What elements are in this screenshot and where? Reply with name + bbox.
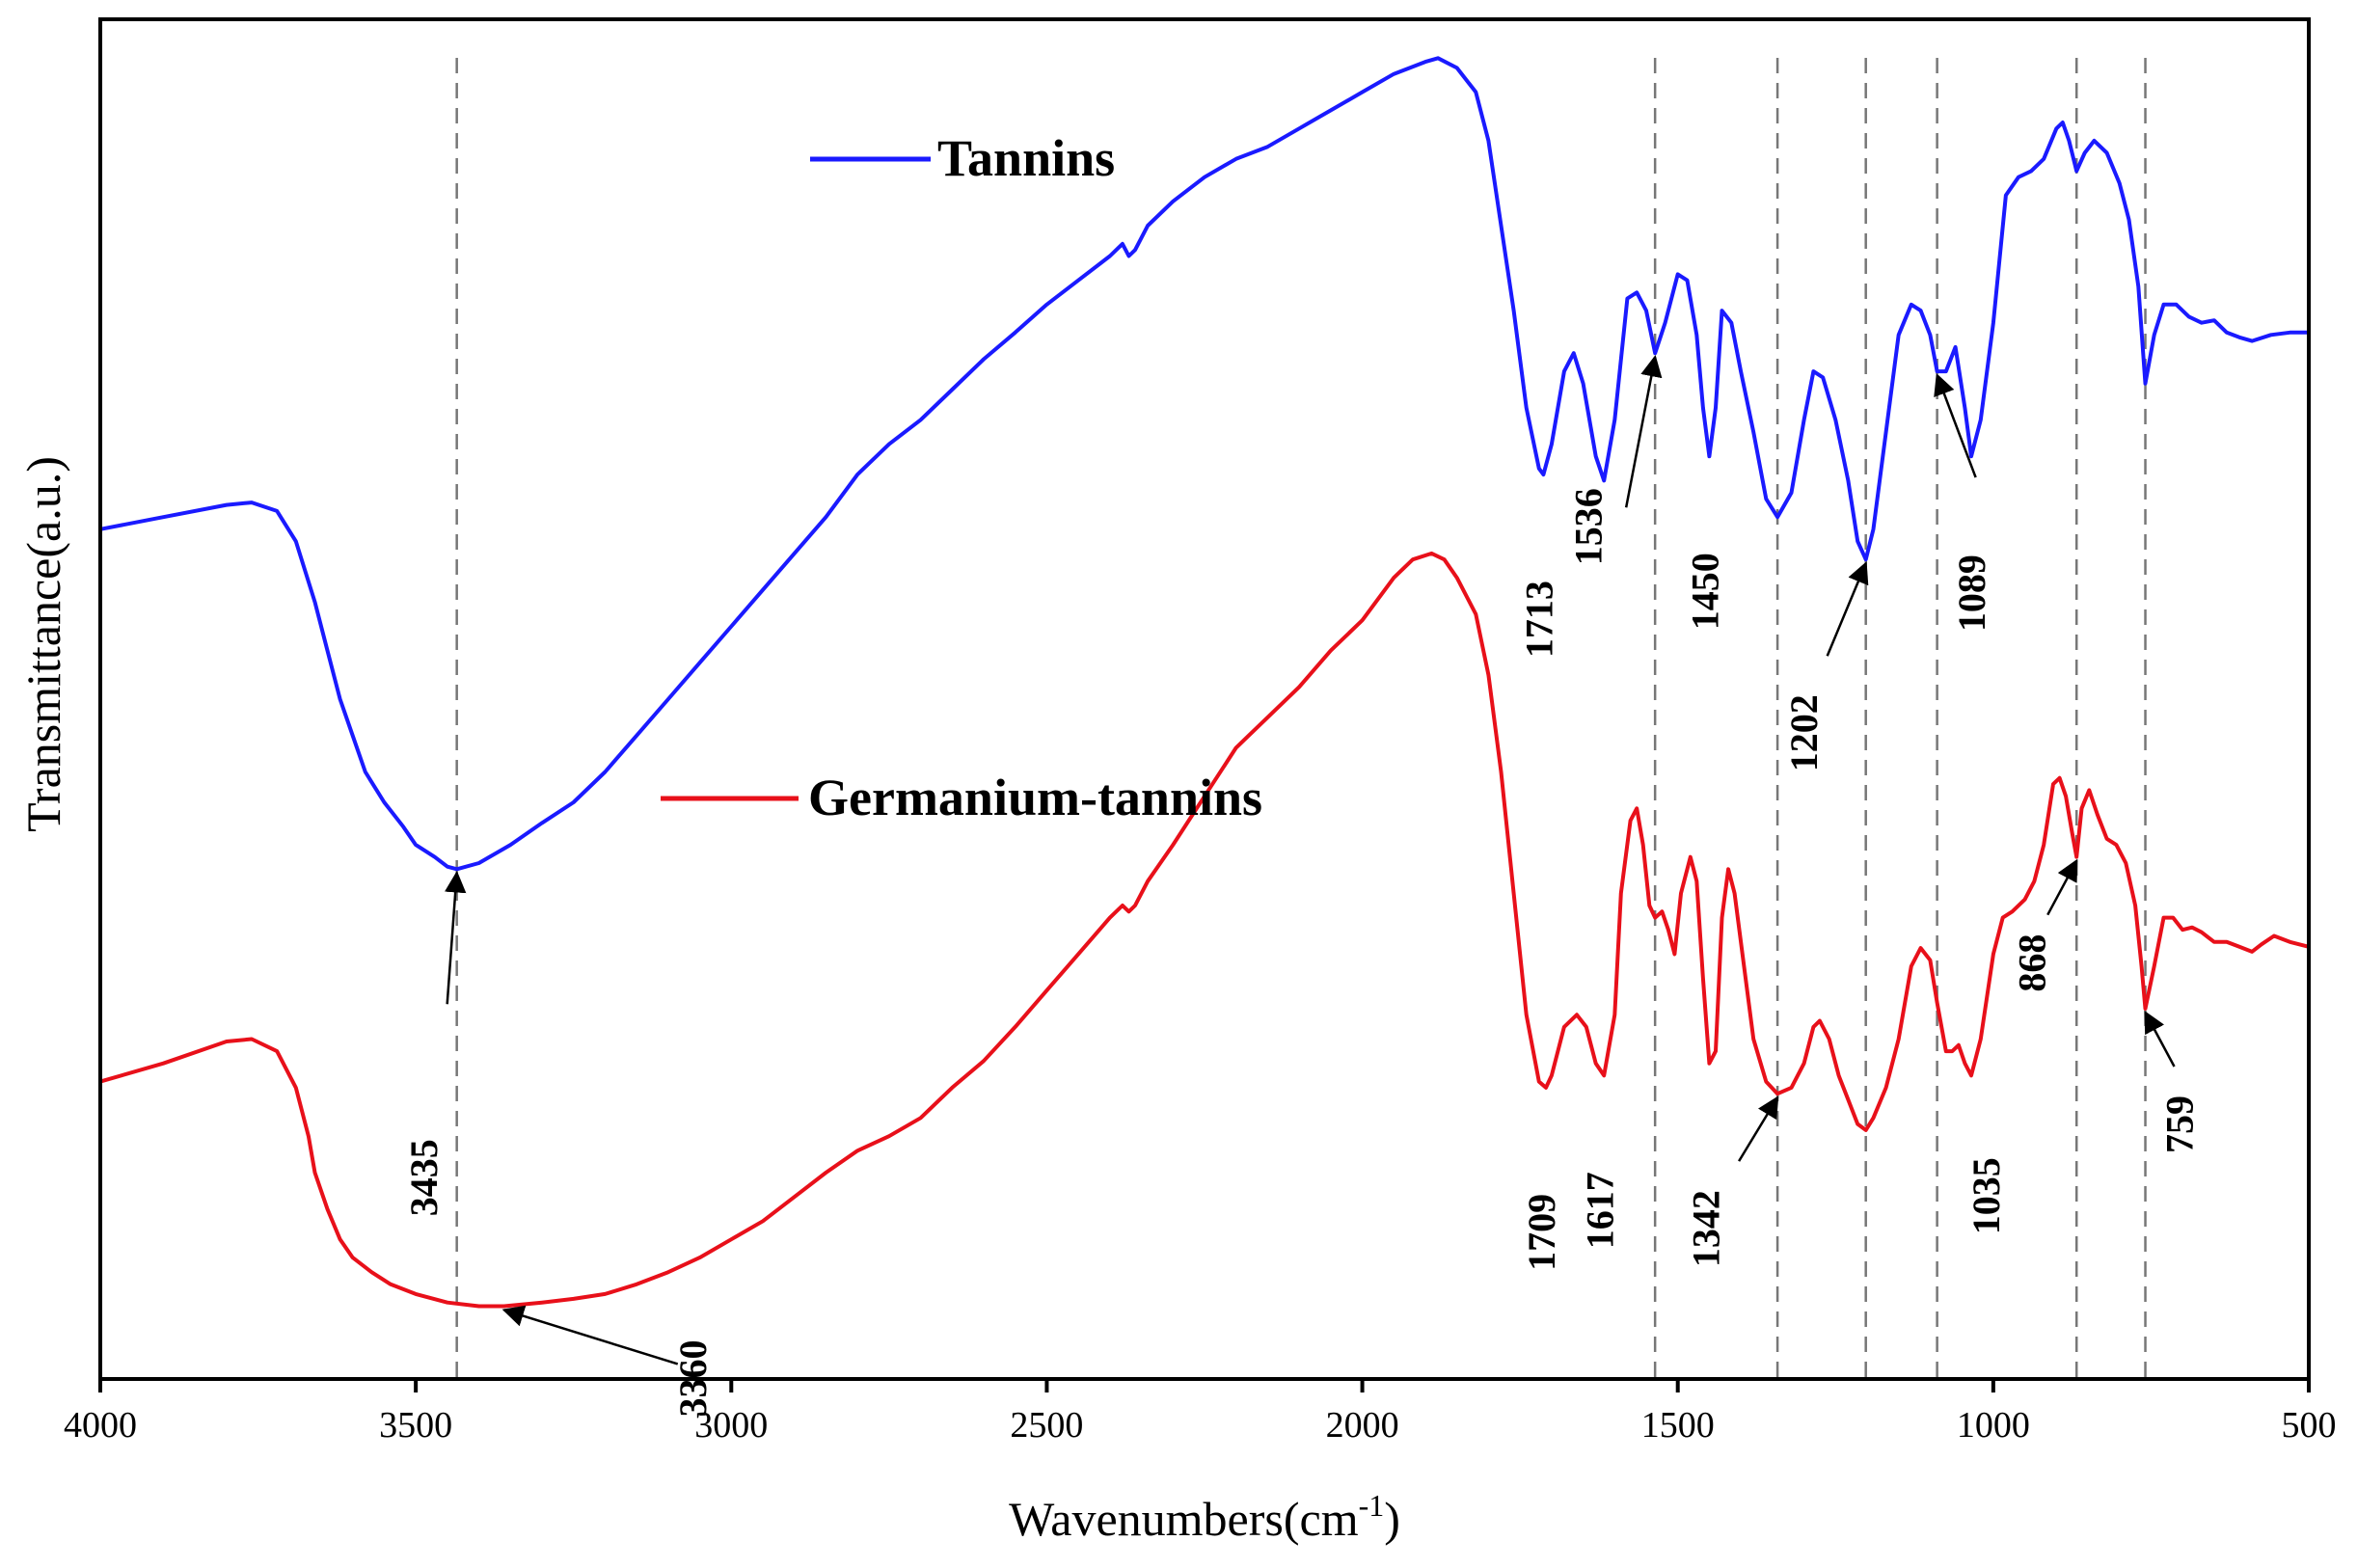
x-axis-title-close: ) — [1384, 1492, 1400, 1546]
x-tick-label-2500: 2500 — [1010, 1405, 1083, 1446]
reference-lines — [455, 58, 2147, 1379]
annotation-germanium-tannins-1035-label: 1035 — [1964, 1157, 2008, 1234]
annotation-germanium-tannins-1342-arrow — [1738, 1095, 1779, 1162]
annotation-germanium-tannins-1342-label: 1342 — [1684, 1190, 1727, 1267]
annotation-germanium-tannins-1709-label: 1709 — [1520, 1194, 1563, 1271]
x-tick-label-3000: 3000 — [694, 1405, 768, 1446]
annotation-tannins-1450-label: 1450 — [1684, 553, 1727, 630]
annotation-tannins-3435-label: 3435 — [402, 1139, 446, 1216]
x-axis-ticks: 4000 3500 3000 2500 2000 1500 1000 500 — [64, 1379, 2337, 1446]
annotation-tannins-1536-arrow — [1624, 354, 1663, 508]
series-line-tannins — [99, 56, 2309, 872]
annotation-germanium-tannins-1617-label: 1617 — [1578, 1172, 1621, 1249]
annotation-germanium-tannins-759-arrow — [2144, 1011, 2176, 1068]
x-tick-label-3500: 3500 — [379, 1405, 452, 1446]
annotation-germanium-tannins-868-label: 868 — [2010, 934, 2053, 992]
legend-label-germanium-tannins: Germanium-tannins — [808, 769, 1262, 826]
annotation-tannins-1713-label: 1713 — [1518, 581, 1561, 658]
series-layer — [99, 56, 2310, 1309]
annotation-tannins-3435-arrow — [444, 871, 467, 1005]
annotation-tannins-1536-label: 1536 — [1566, 488, 1610, 565]
annotation-germanium-tannins-3360-arrow — [501, 1305, 679, 1365]
x-tick-label-500: 500 — [2282, 1405, 2337, 1446]
annotation-germanium-tannins-759-label: 759 — [2158, 1095, 2202, 1153]
x-axis-title-superscript: -1 — [1359, 1488, 1385, 1523]
y-axis-title: Transmittance(a.u.) — [16, 456, 70, 832]
annotation-tannins-1202-arrow — [1826, 561, 1869, 657]
legend-label-tannins: Tannins — [937, 129, 1115, 187]
annotation-tannins-1089-arrow — [1934, 372, 1977, 478]
x-tick-label-1500: 1500 — [1641, 1405, 1715, 1446]
annotation-tannins-1089-label: 1089 — [1950, 554, 1993, 632]
x-axis-title: Wavenumbers(cm-1) — [1009, 1488, 1400, 1546]
x-tick-label-4000: 4000 — [64, 1405, 137, 1446]
annotation-tannins-1202-label: 1202 — [1782, 694, 1826, 771]
plot-frame — [98, 17, 2311, 1381]
legend: Tannins Germanium-tannins — [661, 129, 1262, 826]
x-tick-label-2000: 2000 — [1326, 1405, 1399, 1446]
x-tick-label-1000: 1000 — [1957, 1405, 2030, 1446]
x-axis-title-main: Wavenumbers(cm — [1009, 1492, 1359, 1546]
annotation-germanium-tannins-868-arrow — [2046, 858, 2078, 916]
series-line-germanium-tannins — [99, 551, 2310, 1309]
